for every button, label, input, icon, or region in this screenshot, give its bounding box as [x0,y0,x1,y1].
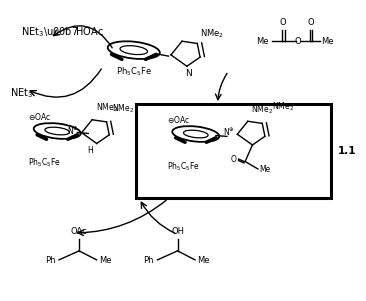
Text: H: H [87,147,93,156]
Text: Ph$_5$C$_5$Fe: Ph$_5$C$_5$Fe [28,157,61,169]
Text: NMe$_2$: NMe$_2$ [96,102,118,114]
Text: O: O [295,37,302,46]
Text: Me: Me [321,37,334,46]
Text: Me: Me [259,165,270,174]
Text: N: N [185,69,192,78]
Text: NEt$_3$: NEt$_3$ [10,87,33,101]
Text: Ph: Ph [45,256,55,265]
Text: Me: Me [256,37,269,46]
Text: 1.1: 1.1 [338,145,356,156]
Text: Ph$_5$C$_5$Fe: Ph$_5$C$_5$Fe [116,65,152,78]
FancyBboxPatch shape [135,104,330,198]
Text: NMe$_2$: NMe$_2$ [251,103,273,116]
Text: OAc: OAc [71,227,87,236]
Text: NEt$_3$\u00b7HOAc: NEt$_3$\u00b7HOAc [21,25,104,39]
Text: NMe$_2$: NMe$_2$ [200,27,224,40]
Text: Ph: Ph [143,256,154,265]
Text: N$^{\oplus}$: N$^{\oplus}$ [67,126,79,137]
Text: Ph$_5$C$_5$Fe: Ph$_5$C$_5$Fe [167,161,199,173]
Text: $\ominus$OAc: $\ominus$OAc [167,113,190,125]
Text: NMe$_2$: NMe$_2$ [112,102,134,115]
Text: $\ominus$OAc: $\ominus$OAc [28,110,51,122]
Text: N$^{\oplus}$: N$^{\oplus}$ [223,127,234,138]
Text: NMe$_2$: NMe$_2$ [272,101,294,113]
Text: Me: Me [99,256,112,265]
Text: Me: Me [198,256,210,265]
Text: O: O [308,18,314,27]
Text: O: O [230,156,236,164]
Text: O: O [280,18,287,27]
Text: OH: OH [171,227,184,236]
